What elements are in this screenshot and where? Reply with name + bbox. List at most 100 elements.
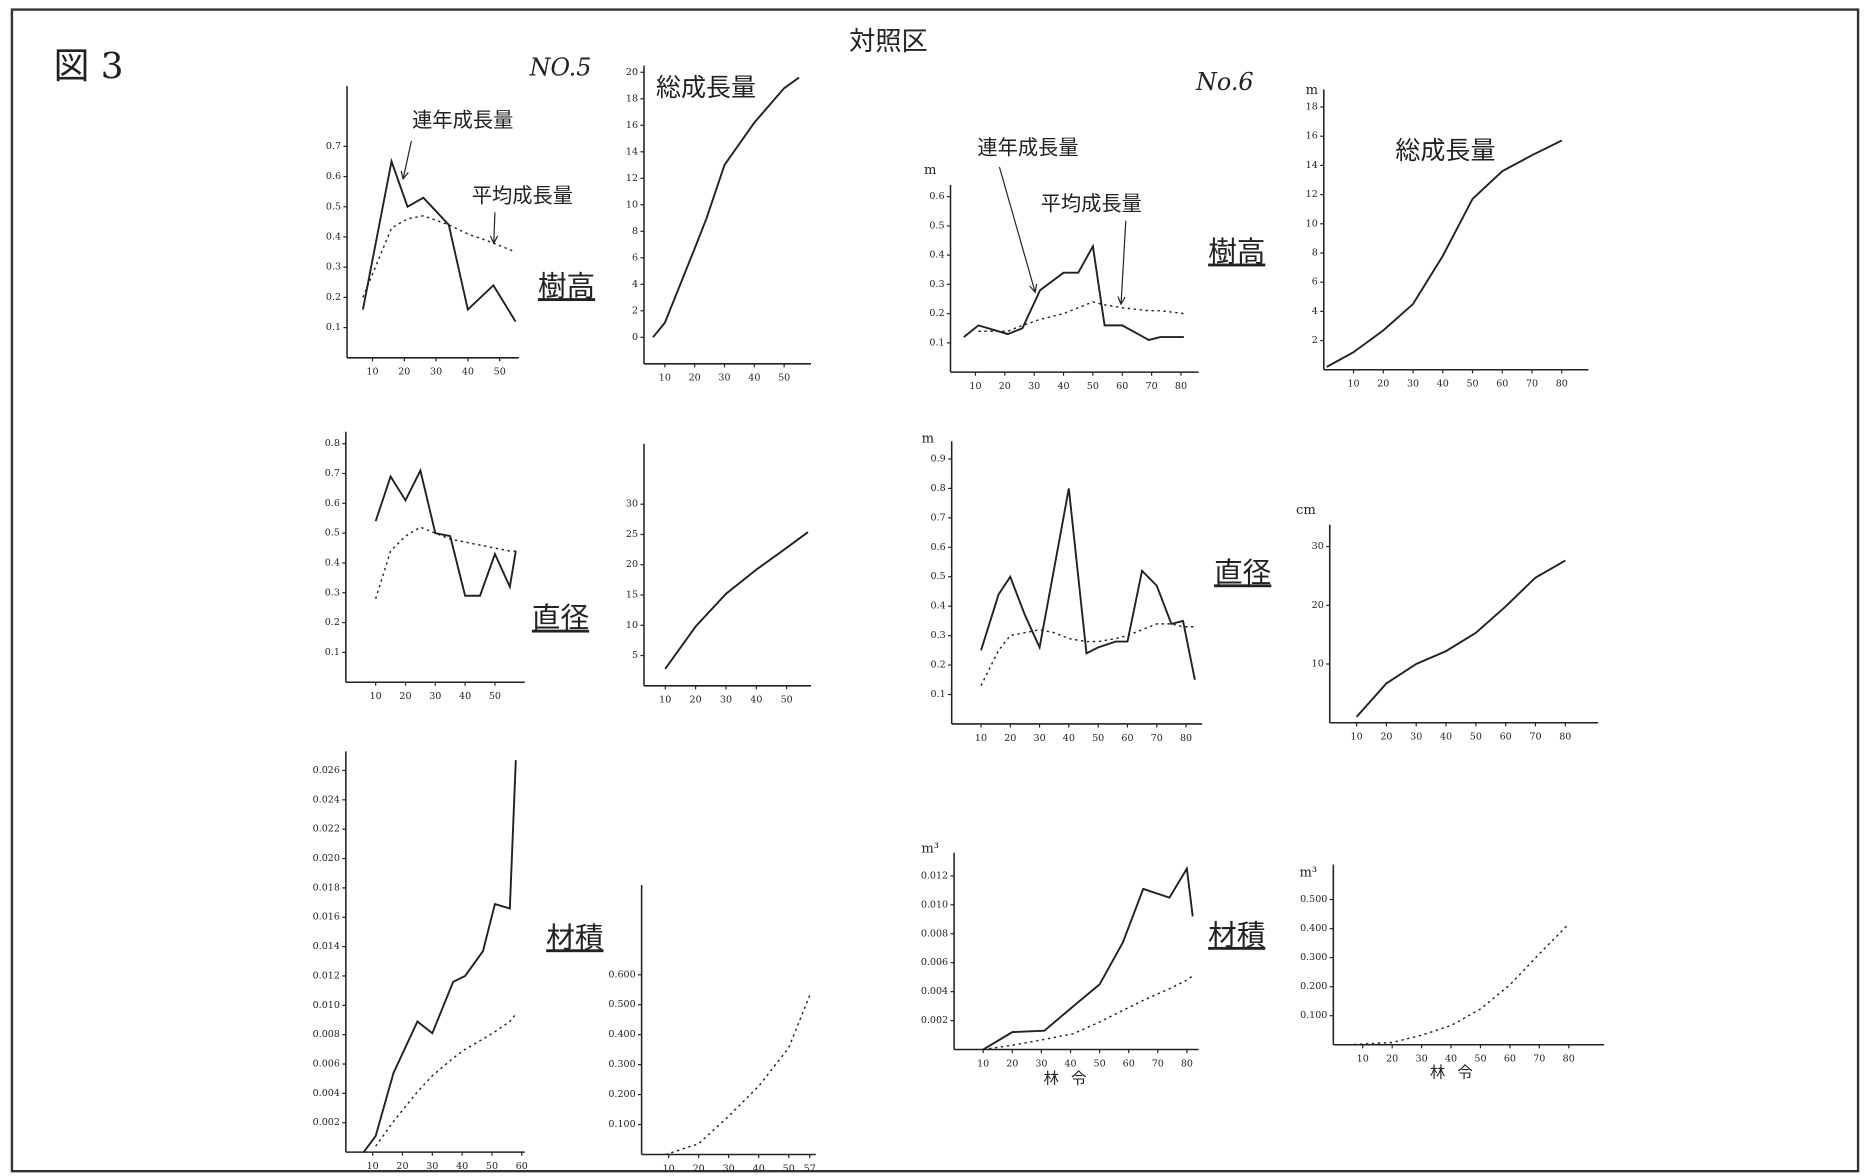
y-tick-label: 8 [1312,247,1318,258]
x-tick-label: 30 [1416,1054,1428,1065]
x-tick-label: 20 [1006,1058,1018,1069]
y-unit: m³ [1299,866,1317,881]
x-tick-label: 40 [1437,379,1449,390]
figure-label: 図 3 [54,46,124,87]
plot-name: No.6 [1195,68,1254,96]
y-tick-label: 0.4 [929,250,944,261]
y-tick-label: 0.2 [929,308,944,319]
y-tick-label: 0.8 [931,483,946,494]
y-tick-label: 10 [626,199,638,210]
x-tick-label: 80 [1175,381,1187,392]
series-line [375,1013,517,1147]
row-label: 樹高 [538,269,595,303]
x-tick-label: 10 [659,373,671,384]
series-line [980,623,1195,686]
y-tick-label: 0.1 [326,322,341,333]
y-tick-label: 14 [1306,160,1318,171]
y-tick-label: 0.7 [326,141,341,152]
row-label: 直径 [1214,555,1271,589]
series-line [1355,559,1566,718]
y-tick-label: 0.100 [1300,1010,1327,1021]
x-tick-label: 20 [399,691,411,702]
x-tick-label: 30 [430,367,442,378]
y-tick-label: 4 [1312,306,1318,317]
y-tick-label: 10 [1306,218,1318,229]
y-tick-label: 10 [626,620,638,631]
y-tick-label: 0.020 [313,853,340,864]
x-tick-label: 10 [1357,1054,1369,1065]
y-unit: m [1306,83,1319,98]
plot-name: NO.5 [529,54,592,82]
x-tick-label: 50 [1470,732,1482,743]
y-tick-label: 0.024 [313,794,340,805]
x-tick-label: 20 [690,695,702,706]
y-tick-label: 0.3 [931,630,946,641]
x-tick-label: 10 [366,367,378,378]
y-unit: m³ [921,842,939,857]
arrow [1120,220,1127,305]
y-tick-label: 25 [626,529,638,540]
y-tick-label: 0.1 [325,647,340,658]
x-tick-label: 60 [1121,733,1133,744]
x-tick-label: 50 [1087,381,1099,392]
x-tick-label: 50 [778,373,790,384]
x-tick-label: 60 [1123,1058,1135,1069]
y-tick-label: 12 [1306,189,1318,200]
x-tick-label: 10 [370,691,382,702]
y-tick-label: 0.018 [313,882,340,893]
series-line [361,157,517,323]
x-tick-label: 40 [748,373,760,384]
arrow-head [489,235,499,245]
series-line [362,760,517,1153]
y-tick-label: 8 [632,226,638,237]
y-tick-label: 0.400 [608,1029,635,1040]
y-tick-label: 14 [626,146,638,157]
y-tick-label: 6 [632,252,638,263]
y-tick-label: 0.2 [931,660,946,671]
y-tick-label: 12 [626,173,638,184]
x-tick-label: 70 [1146,381,1158,392]
y-tick-label: 0.3 [929,279,944,290]
x-tick-label: 70 [1526,379,1538,390]
y-tick-label: 0.5 [929,220,944,231]
y-tick-label: 0.3 [325,587,340,598]
y-tick-label: 0.012 [313,970,340,981]
x-tick-label: 30 [1028,381,1040,392]
x-tick-label: 70 [1529,732,1541,743]
series-line [1326,139,1563,368]
x-tick-label: 70 [1152,1058,1164,1069]
x-tick-label: 30 [1407,379,1419,390]
x-tick-label: 40 [462,367,474,378]
y-tick-label: 0.026 [313,765,340,776]
series-annotation: 連年成長量 [412,108,513,132]
x-tick-label: 40 [459,691,471,702]
x-tick-label: 10 [969,381,981,392]
y-tick-label: 20 [1312,600,1324,611]
x-tick-label: 80 [1563,1054,1575,1065]
x-tick-label: 30 [426,1161,438,1172]
x-tick-label: 57 [804,1163,816,1174]
y-tick-label: 2 [632,305,638,316]
x-tick-label: 60 [516,1161,528,1172]
y-tick-label: 0.500 [1300,894,1327,905]
series-line [362,215,516,298]
y-tick-label: 5 [632,650,638,661]
x-tick-label: 20 [693,1163,705,1174]
arrow-head [1117,296,1126,306]
x-tick-label: 40 [1064,1058,1076,1069]
x-tick-label: 20 [999,381,1011,392]
x-tick-label: 40 [753,1163,765,1174]
y-tick-label: 0.002 [313,1117,340,1128]
y-tick-label: 30 [1312,541,1324,552]
y-tick-label: 0.100 [608,1119,635,1130]
y-tick-label: 0.9 [931,453,946,464]
series-line [665,994,811,1156]
y-tick-label: 0.300 [1300,952,1327,963]
x-tick-label: 50 [486,1161,498,1172]
y-tick-label: 0.400 [1300,923,1327,934]
page-border [10,8,1860,1173]
series-annotation: 連年成長量 [977,136,1078,160]
